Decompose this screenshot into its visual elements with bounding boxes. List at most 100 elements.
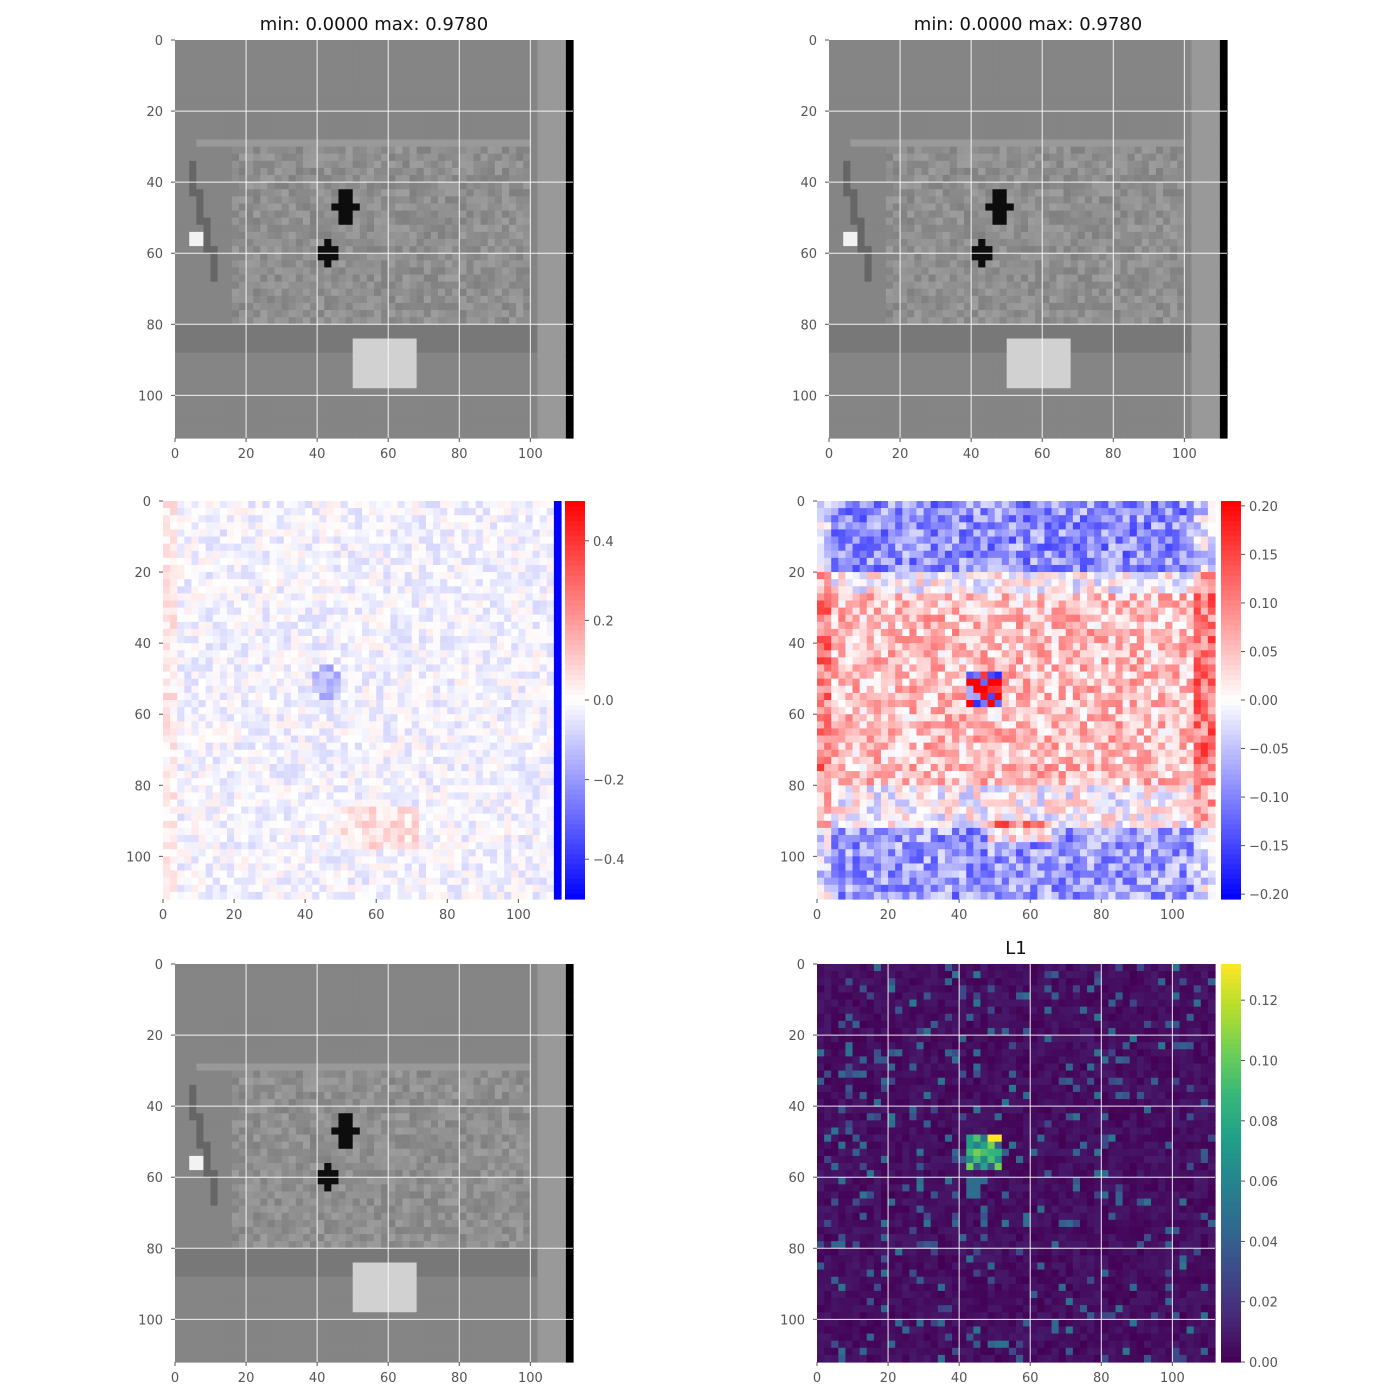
heatmap-cell	[565, 239, 574, 247]
heatmap-cell	[480, 175, 489, 183]
heatmap-cell	[537, 338, 546, 347]
heatmap-cell	[423, 189, 432, 197]
heatmap-cell	[1134, 231, 1143, 240]
heatmap-cell	[238, 253, 247, 261]
heatmap-cell	[310, 231, 318, 240]
heatmap-cell	[1212, 153, 1221, 162]
heatmap-cell	[437, 388, 446, 396]
heatmap-cell	[310, 217, 318, 226]
heatmap-cell	[359, 395, 368, 404]
heatmap-cell	[1212, 47, 1221, 55]
heatmap-cell	[374, 89, 382, 98]
heatmap-cell	[1134, 203, 1143, 212]
heatmap-cell	[345, 288, 354, 297]
heatmap-cell	[1219, 54, 1228, 62]
heatmap-cell	[864, 267, 873, 276]
heatmap-cell	[1219, 253, 1228, 261]
heatmap-cell	[914, 175, 922, 183]
heatmap-cell	[494, 374, 503, 382]
heatmap-cell	[1198, 40, 1207, 48]
heatmap-cell	[480, 132, 489, 141]
heatmap-cell	[480, 267, 489, 276]
heatmap-cell	[466, 295, 475, 304]
heatmap-cell	[921, 160, 930, 169]
heatmap-cell	[999, 267, 1008, 276]
heatmap-cell	[1056, 96, 1065, 105]
heatmap-cell	[366, 118, 375, 126]
heatmap-cell	[402, 68, 411, 77]
heatmap-cell	[253, 167, 261, 176]
heatmap-cell	[338, 260, 347, 269]
heatmap-cell	[267, 231, 276, 240]
heatmap-cell	[175, 103, 183, 112]
heatmap-cell	[1056, 203, 1065, 212]
heatmap-cell	[971, 139, 979, 148]
heatmap-cell	[310, 253, 318, 261]
heatmap-cell	[295, 89, 304, 98]
heatmap-cell	[971, 189, 979, 197]
heatmap-cell	[317, 345, 325, 354]
heatmap-cell	[487, 381, 496, 389]
heatmap-cell	[914, 260, 922, 269]
heatmap-cell	[295, 324, 304, 332]
heatmap-cell	[310, 246, 318, 254]
heatmap-cell	[338, 253, 347, 261]
heatmap-cell	[1191, 103, 1200, 112]
heatmap-cell	[565, 89, 574, 98]
heatmap-cell	[530, 302, 539, 311]
heatmap-cell	[402, 89, 411, 98]
heatmap-cell	[409, 175, 418, 183]
heatmap-cell	[1113, 182, 1121, 190]
heatmap-cell	[914, 210, 922, 219]
heatmap-cell	[175, 381, 183, 389]
heatmap-cell	[423, 331, 432, 340]
heatmap-cell	[1198, 103, 1207, 112]
heatmap-cell	[231, 423, 240, 432]
heatmap-cell	[310, 210, 318, 219]
heatmap-cell	[210, 89, 219, 98]
heatmap-cell	[864, 132, 873, 141]
heatmap-cell	[1056, 246, 1065, 254]
heatmap-cell	[1134, 111, 1143, 119]
heatmap-cell	[942, 217, 951, 226]
heatmap-cell	[317, 338, 325, 347]
heatmap-cell	[473, 68, 482, 77]
heatmap-cell	[565, 189, 574, 197]
heatmap-cell	[395, 82, 404, 91]
heatmap-cell	[900, 160, 908, 169]
heatmap-cell	[182, 374, 190, 382]
heatmap-cell	[565, 310, 574, 318]
heatmap-cell	[999, 89, 1008, 98]
heatmap-cell	[288, 54, 297, 62]
heatmap-cell	[1155, 54, 1164, 62]
heatmap-cell	[1084, 210, 1093, 219]
heatmap-cell	[1163, 196, 1171, 205]
heatmap-cell	[423, 288, 432, 297]
heatmap-cell	[843, 167, 851, 176]
heatmap-cell	[836, 82, 844, 91]
heatmap-cell	[935, 175, 944, 183]
heatmap-cell	[295, 103, 304, 112]
heatmap-cell	[999, 61, 1008, 70]
heatmap-cell	[345, 189, 354, 197]
heatmap-cell	[537, 267, 546, 276]
heatmap-cell	[203, 402, 212, 411]
heatmap-cell	[175, 125, 183, 133]
heatmap-cell	[1148, 103, 1157, 112]
heatmap-cell	[992, 132, 1001, 141]
heatmap-cell	[885, 253, 894, 261]
heatmap-cell	[459, 40, 467, 48]
heatmap-cell	[238, 160, 247, 169]
heatmap-cell	[480, 288, 489, 297]
heatmap-cell	[992, 196, 1001, 205]
heatmap-cell	[1006, 239, 1015, 247]
heatmap-cell	[416, 118, 425, 126]
heatmap-cell	[203, 409, 212, 418]
heatmap-cell	[480, 217, 489, 226]
heatmap-cell	[295, 153, 304, 162]
heatmap-cell	[231, 82, 240, 91]
heatmap-cell	[509, 203, 517, 212]
heatmap-cell	[473, 423, 482, 432]
heatmap-cell	[1106, 160, 1114, 169]
heatmap-cell	[537, 47, 546, 55]
